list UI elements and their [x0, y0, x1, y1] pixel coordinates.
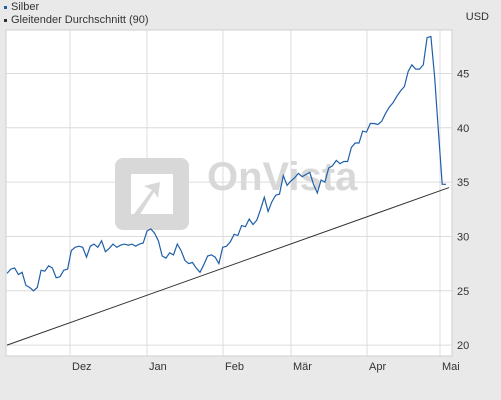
- currency-label: USD: [465, 11, 489, 23]
- x-tick-label-Mai: Mai: [442, 361, 460, 373]
- x-tick-label-Feb: Feb: [225, 361, 244, 373]
- y-tick-label-30: 30: [457, 231, 469, 243]
- x-tick-label-Jan: Jan: [149, 361, 167, 373]
- y-tick-label-35: 35: [457, 177, 469, 189]
- legend-label-moving-average: Gleitender Durchschnitt (90): [11, 14, 149, 26]
- y-axis-labels: 20 25 30 35 40 45: [457, 68, 469, 352]
- legend-swatch-silber: [4, 6, 7, 9]
- plot-area: [5, 29, 453, 357]
- onvista-logo-icon: [115, 158, 189, 230]
- x-tick-label-Mär: Mär: [293, 361, 312, 373]
- series-lines: [6, 35, 450, 346]
- y-tick-label-45: 45: [457, 68, 469, 80]
- legend-item-moving-average[interactable]: Gleitender Durchschnitt (90): [4, 14, 149, 27]
- y-tick-label-40: 40: [457, 123, 469, 135]
- x-tick-label-Dez: Dez: [72, 361, 92, 373]
- chart-legend: Silber Gleitender Durchschnitt (90): [4, 1, 149, 27]
- legend-item-silber[interactable]: Silber: [4, 1, 149, 14]
- legend-label-silber: Silber: [11, 1, 40, 13]
- legend-swatch-moving-average: [4, 19, 7, 22]
- x-axis-labels: Dez Jan Feb Mär Apr Mai: [72, 361, 460, 373]
- y-tick-label-20: 20: [457, 340, 469, 352]
- y-tick-label-25: 25: [457, 286, 469, 298]
- series-line-moving-average: [6, 187, 450, 346]
- x-tick-label-Apr: Apr: [369, 361, 386, 373]
- series-line-silber: [6, 35, 446, 292]
